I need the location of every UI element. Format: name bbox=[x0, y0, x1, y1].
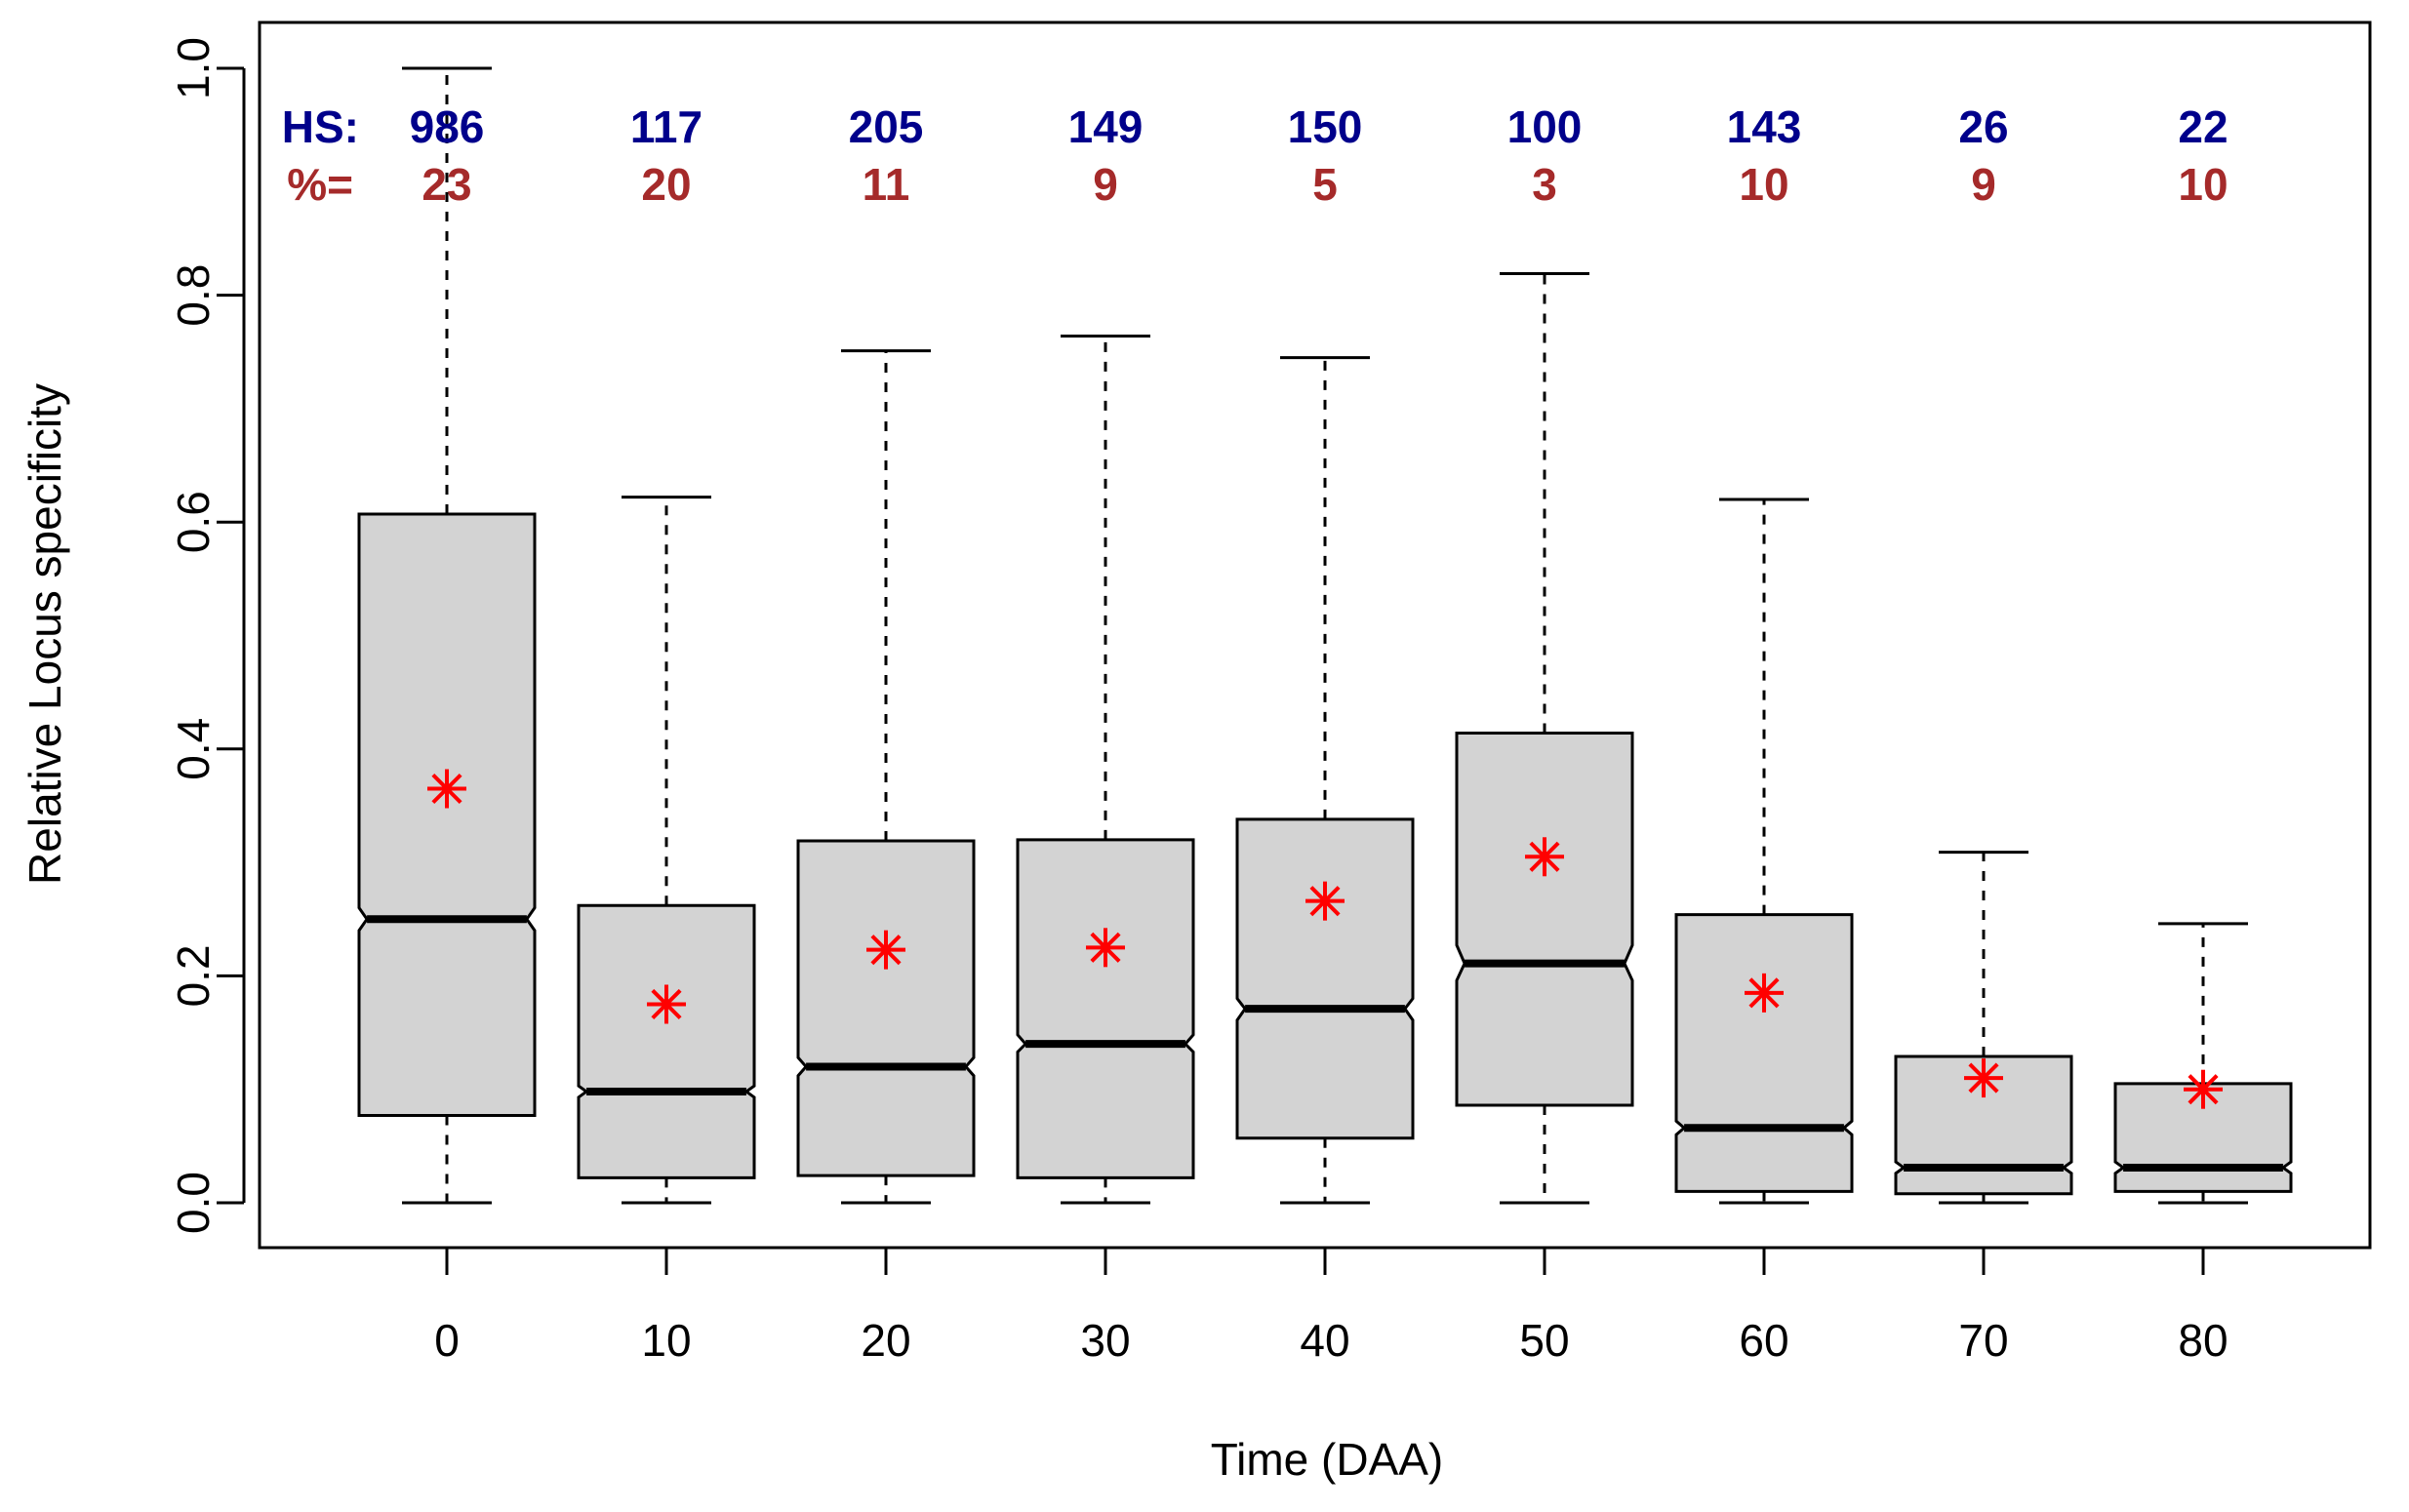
mean-marker-stroke bbox=[870, 935, 902, 966]
mean-marker-stroke bbox=[1748, 977, 1780, 1009]
x-tick-label: 30 bbox=[1080, 1315, 1130, 1366]
mean-marker bbox=[2184, 1069, 2223, 1109]
y-tick-label: 0.8 bbox=[168, 264, 219, 327]
x-tick-label: 20 bbox=[861, 1315, 910, 1366]
mean-marker-stroke bbox=[651, 988, 682, 1020]
mean-marker-stroke bbox=[431, 773, 462, 805]
notched-box bbox=[1894, 1054, 2073, 1196]
pct-value: 5 bbox=[1312, 159, 1338, 210]
hs-value: 986 bbox=[410, 101, 485, 152]
hs-label: HS: bbox=[282, 101, 359, 152]
pct-value: 23 bbox=[422, 159, 471, 210]
mean-marker bbox=[427, 769, 466, 809]
notched-box bbox=[1016, 838, 1195, 1179]
hs-value: 26 bbox=[1958, 101, 2008, 152]
x-tick-label: 80 bbox=[2178, 1315, 2228, 1366]
box-group bbox=[357, 66, 2293, 1205]
pct-value: 9 bbox=[1093, 159, 1118, 210]
x-tick-label: 60 bbox=[1739, 1315, 1788, 1366]
y-tick-label: 0.0 bbox=[168, 1172, 219, 1234]
mean-marker-stroke bbox=[1529, 841, 1560, 872]
mean-marker-stroke bbox=[1090, 932, 1121, 963]
mean-marker-stroke bbox=[1968, 1062, 1999, 1094]
y-tick-label: 0.6 bbox=[168, 491, 219, 553]
mean-marker bbox=[647, 984, 686, 1024]
mean-marker bbox=[1086, 928, 1125, 968]
pct-value: 11 bbox=[863, 159, 910, 210]
box-10 bbox=[577, 496, 756, 1205]
mean-marker bbox=[1964, 1058, 2003, 1098]
box-20 bbox=[796, 349, 976, 1205]
x-tick-label: 70 bbox=[1958, 1315, 2008, 1366]
mean-marker-stroke bbox=[2188, 1074, 2219, 1105]
annotation-group: HS: %= 986 117 205 149 150 100 143 26 22 23 20 11 9 5 3 1… bbox=[282, 101, 2228, 210]
notched-box bbox=[796, 839, 976, 1177]
notched-box bbox=[1455, 732, 1634, 1107]
pct-value: 10 bbox=[2178, 159, 2228, 210]
x-axis: 0 10 20 30 40 50 60 70 80 bbox=[434, 1246, 2228, 1366]
box-40 bbox=[1235, 356, 1415, 1205]
pct-value: 3 bbox=[1532, 159, 1557, 210]
notched-box bbox=[1235, 817, 1415, 1140]
y-tick-label: 0.4 bbox=[168, 718, 219, 780]
notched-box bbox=[357, 512, 537, 1117]
pct-label: %= bbox=[287, 159, 353, 210]
mean-marker-stroke bbox=[1309, 886, 1341, 917]
hs-value: 22 bbox=[2178, 101, 2228, 152]
y-tick-label: 0.2 bbox=[168, 944, 219, 1007]
hs-value: 117 bbox=[630, 101, 703, 152]
mean-marker bbox=[866, 930, 905, 970]
box-50 bbox=[1455, 272, 1634, 1205]
mean-marker bbox=[1525, 837, 1564, 877]
mean-marker bbox=[1745, 973, 1784, 1013]
y-axis-label: Relative Locus specificity bbox=[20, 383, 70, 885]
hs-value: 205 bbox=[849, 101, 924, 152]
pct-value: 10 bbox=[1739, 159, 1788, 210]
box-0 bbox=[357, 66, 537, 1205]
notched-box bbox=[577, 903, 756, 1179]
x-tick-label: 10 bbox=[641, 1315, 691, 1366]
mean-marker bbox=[1305, 881, 1345, 921]
notched-box bbox=[1674, 913, 1854, 1193]
hs-value: 149 bbox=[1068, 101, 1144, 152]
hs-value: 143 bbox=[1727, 101, 1802, 152]
box-60 bbox=[1674, 497, 1854, 1205]
box-80 bbox=[2113, 922, 2293, 1205]
x-tick-label: 50 bbox=[1519, 1315, 1569, 1366]
hs-value: 100 bbox=[1507, 101, 1583, 152]
pct-value: 9 bbox=[1971, 159, 1996, 210]
box-30 bbox=[1016, 334, 1195, 1205]
pct-value: 20 bbox=[641, 159, 691, 210]
box-70 bbox=[1894, 851, 2073, 1205]
x-axis-label: Time (DAA) bbox=[1211, 1434, 1444, 1485]
y-axis: 0.0 0.2 0.4 0.6 0.8 1.0 bbox=[168, 37, 246, 1234]
x-tick-label: 40 bbox=[1300, 1315, 1349, 1366]
x-tick-label: 0 bbox=[434, 1315, 460, 1366]
hs-value: 150 bbox=[1288, 101, 1363, 152]
y-tick-label: 1.0 bbox=[168, 37, 219, 99]
